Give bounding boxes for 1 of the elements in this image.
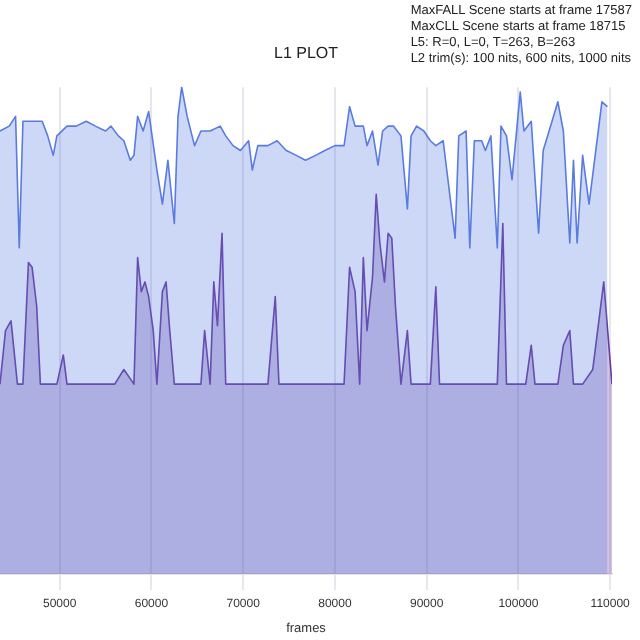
chart-title: L1 PLOT xyxy=(273,44,339,63)
